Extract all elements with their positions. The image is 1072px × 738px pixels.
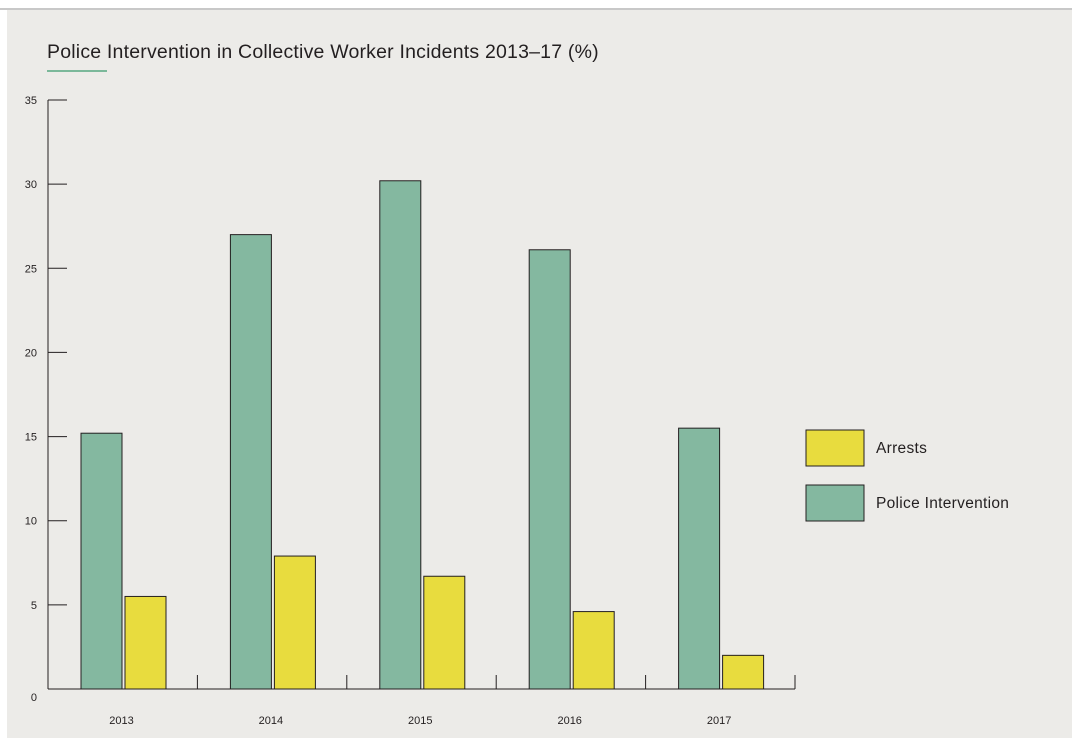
x-tick-label: 2016 (557, 715, 581, 727)
chart-title: Police Intervention in Collective Worker… (47, 41, 599, 63)
y-tick-label: 15 (25, 432, 37, 444)
x-tick-label: 2013 (109, 715, 133, 727)
x-tick-label: 2015 (408, 715, 432, 727)
y-tick-label: 10 (25, 516, 37, 528)
bar-police-intervention-2017 (678, 427, 721, 690)
y-tick-label: 0 (31, 692, 37, 704)
legend-swatch-arrests (805, 429, 865, 467)
y-tick-label: 35 (25, 95, 37, 107)
legend-label-arrests: Arrests (876, 440, 927, 457)
y-tick-label: 25 (25, 263, 37, 275)
bar-arrests-2017 (722, 654, 765, 690)
bar-police-intervention-2016 (528, 249, 571, 690)
bar-police-intervention-2014 (229, 234, 272, 690)
x-tick-label: 2017 (707, 715, 731, 727)
bar-arrests-2014 (273, 555, 316, 690)
y-tick-label: 20 (25, 347, 37, 359)
y-tick-label: 5 (31, 600, 37, 612)
bar-arrests-2016 (572, 611, 615, 690)
top-divider (0, 8, 1072, 10)
x-tick-label: 2014 (259, 715, 283, 727)
bar-police-intervention-2015 (379, 180, 422, 690)
bar-arrests-2013 (124, 595, 167, 690)
y-tick-label: 30 (25, 179, 37, 191)
legend-swatch-police-intervention (805, 484, 865, 522)
bar-arrests-2015 (423, 575, 466, 690)
legend-label-police-intervention: Police Intervention (876, 495, 1009, 512)
title-underline (47, 70, 107, 72)
bar-police-intervention-2013 (80, 432, 123, 690)
